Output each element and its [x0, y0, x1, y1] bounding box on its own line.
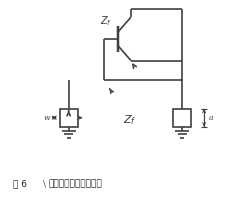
Text: $Z_f$: $Z_f$: [123, 113, 137, 127]
Text: 图 6: 图 6: [13, 179, 27, 188]
Text: w: w: [44, 114, 50, 122]
Bar: [173, 109, 191, 127]
Bar: [60, 109, 78, 127]
Text: $Z_f$: $Z_f$: [100, 14, 112, 28]
Text: \: \: [43, 179, 46, 188]
Text: 串联负反馈微带线结构: 串联负反馈微带线结构: [49, 179, 103, 188]
Text: a: a: [209, 114, 213, 122]
